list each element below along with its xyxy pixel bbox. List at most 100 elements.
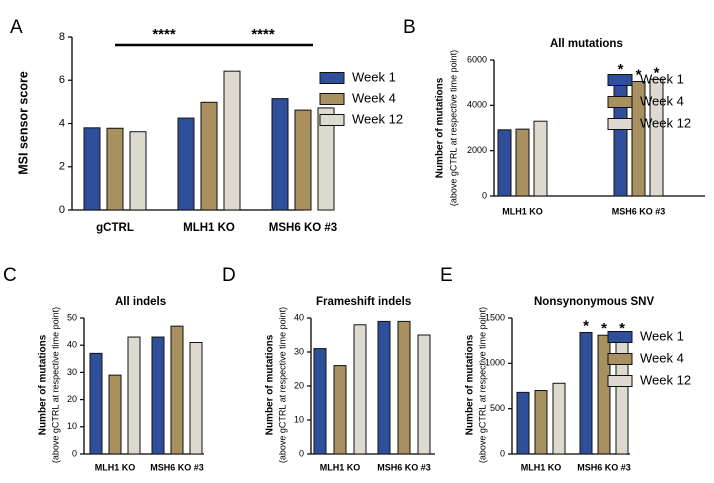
panel-d-bar-week-4-mlh1-ko (333, 365, 347, 455)
panel-b-ytick-label: 4000 (467, 100, 487, 110)
panel-d-ylabel: Number of mutations (265, 334, 276, 435)
panel-a-bar-week-4-msh6-ko-3 (294, 109, 312, 211)
panel-e-ylabel-sub: (above gCTRL at respective time point) (477, 307, 487, 463)
panel-e-title: Nonsynonymous SNV (534, 296, 654, 308)
panel-c-bar-week-1-msh6-ko-3 (151, 336, 165, 455)
panel-e-bar-week-1-mlh1-ko (516, 391, 530, 455)
panel-c-ytick-label: 40 (67, 340, 77, 350)
panel-e: E Nonsynonymous SNV 0 500 1000 1500 Number of … (440, 265, 691, 473)
panel-a-bar-week-12-mlh1-ko (223, 70, 241, 211)
panel-c-ytick-label: 30 (67, 367, 77, 377)
panel-d-category-label: MSH6 KO #3 (377, 462, 431, 472)
panel-b-bar-week-4-mlh1-ko (515, 128, 530, 197)
panel-b-ylabel: Number of mutations (435, 77, 446, 178)
panel-b-significance-asterisk: * (654, 64, 660, 81)
panel-a-bar-week-4-mlh1-ko (200, 101, 218, 211)
panel-e-category-label: MSH6 KO #3 (577, 462, 631, 472)
panel-e-legend-swatch-week-4 (607, 353, 633, 365)
panel-e-category-label: MLH1 KO (521, 462, 562, 472)
panel-a-bar-week-12-msh6-ko-3 (317, 107, 335, 211)
panel-a-legend-label-week-1: Week 1 (352, 69, 396, 84)
panel-c-bar-week-12-msh6-ko-3 (189, 341, 203, 455)
panel-e-ytick-label: 1500 (485, 312, 505, 322)
panel-a-legend-label-week-4: Week 4 (352, 90, 396, 105)
panel-e-legend-label-week-1: Week 1 (640, 328, 684, 343)
panel-b-legend-label-week-12: Week 12 (640, 115, 691, 130)
panel-e-significance-asterisk: * (601, 320, 607, 337)
panel-a-legend-swatch-week-4 (319, 93, 345, 105)
panel-a-ytick-label: 2 (59, 161, 65, 173)
panel-b-legend-swatch-week-4 (607, 96, 633, 108)
panel-c-ytick-label: 50 (67, 312, 77, 322)
panel-c-bar-week-1-mlh1-ko (89, 352, 103, 455)
panel-b-ytick-label: 0 (482, 190, 487, 200)
panel-e-ylabel: Number of mutations (465, 334, 476, 435)
panel-a-category-label: MSH6 KO #3 (269, 222, 337, 234)
panel-a-significance-label: **** (251, 26, 275, 43)
panel-a-bar-week-1-gctrl (83, 127, 101, 211)
panel-d-bar-week-1-mlh1-ko (313, 348, 327, 455)
panel-b-bar-week-1-mlh1-ko (497, 129, 512, 197)
panel-e-ytick-label: 500 (490, 403, 505, 413)
panel-a-legend-swatch-week-12 (319, 114, 345, 126)
panel-a-label: A (10, 17, 23, 38)
panel-a-legend-label-week-12: Week 12 (352, 111, 403, 126)
panel-e-label: E (440, 265, 453, 286)
panel-d-ytick-label: 20 (294, 380, 304, 390)
panel-e-legend-swatch-week-12 (607, 375, 633, 387)
panel-c-label: C (3, 265, 17, 286)
panel-e-ytick-label: 1000 (485, 358, 505, 368)
panel-b-label: B (403, 17, 416, 38)
panel-b-legend-swatch-week-12 (607, 118, 633, 130)
panel-b-ytick-label: 6000 (467, 54, 487, 64)
panel-e-legend-swatch-week-1 (607, 331, 633, 343)
panel-e-significance-asterisk: * (619, 320, 625, 337)
panel-c-bar-week-4-mlh1-ko (108, 374, 122, 455)
panel-c-ylabel-sub: (above gCTRL at respective time point) (50, 307, 60, 463)
panel-c-category-label: MLH1 KO (95, 462, 136, 472)
panel-a-bar-week-4-gctrl (106, 127, 124, 211)
panel-c-ytick-label: 0 (72, 448, 77, 458)
panel-a-category-label: MLH1 KO (183, 222, 235, 234)
panel-e-bar-week-4-mlh1-ko (534, 390, 548, 455)
panel-c: C All indels 0 10 20 30 40 50 Number of mutation… (3, 265, 204, 472)
panel-b-bar-week-12-mlh1-ko (533, 120, 548, 197)
panel-a-ylabel: MSI sensor score (16, 71, 30, 175)
panel-c-title: All indels (115, 296, 166, 308)
panel-b-category-label: MSH6 KO #3 (612, 206, 666, 216)
panel-b-significance-asterisk: * (636, 67, 642, 84)
panel-a-significance-label: **** (152, 26, 176, 43)
panel-d-ytick-label: 40 (294, 312, 304, 322)
panel-b-bar-week-1-msh6-ko-3 (613, 75, 628, 197)
panel-c-bar-week-12-mlh1-ko (127, 336, 141, 455)
panel-d-ytick-label: 30 (294, 346, 304, 356)
panel-a-ytick-label: 6 (59, 74, 65, 86)
panel-a-ytick-label: 0 (59, 204, 65, 216)
panel-b-significance-asterisk: * (618, 61, 624, 78)
panel-b-title: All mutations (550, 38, 623, 50)
panel-e-legend-label-week-12: Week 12 (640, 372, 691, 387)
panel-a-bar-week-1-msh6-ko-3 (271, 98, 289, 211)
panel-a-bar-week-1-mlh1-ko (177, 117, 195, 211)
panel-d-ylabel-sub: (above gCTRL at respective time point) (277, 307, 287, 463)
panel-a-ytick-label: 4 (59, 117, 65, 129)
panel-b-category-label: MLH1 KO (502, 206, 543, 216)
panel-c-category-label: MSH6 KO #3 (150, 462, 204, 472)
panel-b: B All mutations 0 2000 4000 6000 Number of mut… (403, 17, 705, 216)
panel-b-ytick-label: 2000 (467, 145, 487, 155)
panel-b-legend-swatch-week-1 (607, 74, 633, 86)
panel-d-title: Frameshift indels (316, 296, 411, 308)
panel-b-bar-week-12-msh6-ko-3 (649, 78, 664, 197)
panel-c-bar-week-4-msh6-ko-3 (170, 325, 184, 455)
panel-e-significance-asterisk: * (583, 318, 589, 335)
panel-e-bar-week-4-msh6-ko-3 (597, 334, 611, 455)
panel-a-legend-swatch-week-1 (319, 72, 345, 84)
panel-d-bar-week-12-mlh1-ko (353, 324, 367, 455)
panel-d-label: D (222, 265, 236, 286)
panel-a: A 0 2 4 6 8 MSI sensor score gCTRL MLH1 KO MSH6 K… (10, 17, 403, 234)
panel-a-ytick-label: 8 (59, 31, 65, 43)
panel-d-ytick-label: 10 (294, 414, 304, 424)
panel-b-ylabel-sub: (above gCTRL at respective time point) (448, 50, 458, 206)
panel-e-ytick-label: 0 (500, 448, 505, 458)
